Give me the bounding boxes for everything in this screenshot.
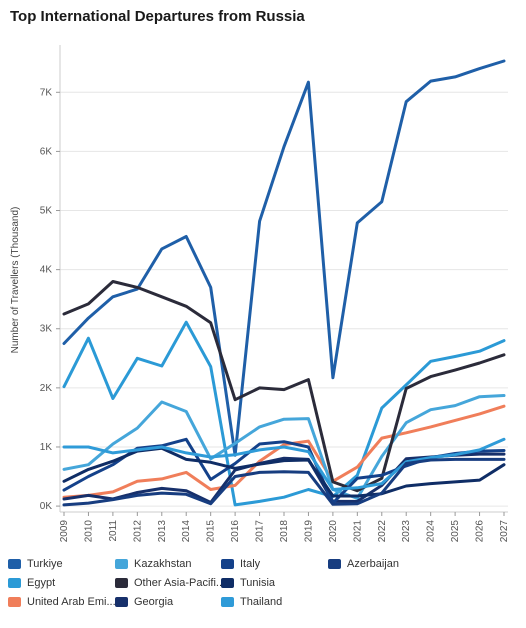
legend-label: Other Asia-Pacifi... — [134, 577, 226, 589]
legend-label: Tunisia — [240, 577, 276, 589]
legend-label: Kazakhstan — [134, 558, 192, 570]
y-tick-label: 0K — [40, 501, 53, 512]
legend-label: Azerbaijan — [347, 558, 399, 570]
x-tick-label: 2019 — [303, 520, 314, 543]
x-tick-label: 2027 — [499, 520, 510, 543]
x-tick-label: 2025 — [450, 520, 461, 543]
x-tick-label: 2016 — [230, 520, 241, 543]
legend-item[interactable]: Georgia — [115, 596, 173, 608]
x-tick-label: 2023 — [401, 520, 412, 543]
legend-label: Georgia — [134, 596, 174, 608]
legend-label: Egypt — [27, 577, 56, 589]
legend-item[interactable]: Turkiye — [8, 558, 63, 570]
y-tick-label: 4K — [40, 265, 53, 276]
series-line-azerbaijan[interactable] — [62, 457, 506, 507]
series-line-thailand[interactable] — [62, 437, 506, 491]
series-line-kazakhstan[interactable] — [62, 394, 506, 500]
x-tick-label: 2020 — [328, 520, 339, 543]
legend-swatch — [115, 597, 128, 607]
series-line-united-arab-emi[interactable] — [62, 404, 506, 499]
legend-swatch — [115, 578, 128, 588]
legend-label: Thailand — [240, 596, 283, 608]
y-tick-label: 5K — [40, 206, 53, 217]
legend-swatch — [115, 559, 128, 569]
y-tick-label: 2K — [40, 383, 53, 394]
x-tick-label: 2011 — [108, 520, 119, 542]
series-line-egypt[interactable] — [62, 320, 506, 507]
series-line-other-asia-pacifi[interactable] — [62, 280, 506, 493]
line-chart: 0K 1K 2K 3K 4K 5K 6K 7K 2009 2010 2011 2012 2013 201… — [10, 45, 510, 542]
legend-swatch — [221, 597, 234, 607]
x-tick-label: 2010 — [83, 520, 94, 543]
legend-item[interactable]: Azerbaijan — [328, 558, 399, 570]
series-line-turkiye[interactable] — [62, 59, 506, 457]
legend-item[interactable]: Italy — [221, 558, 260, 570]
x-tick-label: 2017 — [255, 520, 266, 543]
legend-label: Turkiye — [27, 558, 63, 570]
legend-label: United Arab Emi... — [27, 596, 116, 608]
y-tick-label: 3K — [40, 324, 53, 335]
legend-swatch — [8, 578, 21, 588]
legend-item[interactable]: Other Asia-Pacifi... — [115, 577, 225, 589]
x-tick-label: 2014 — [181, 520, 192, 543]
x-tick-label: 2018 — [279, 520, 290, 543]
legend-swatch — [221, 559, 234, 569]
y-tick-label: 6K — [40, 146, 53, 157]
x-tick-label: 2021 — [352, 520, 363, 543]
x-tick-label: 2026 — [475, 520, 486, 543]
x-axis-ticks: 2009 2010 2011 2012 2013 2014 2015 2016 2017 2018… — [59, 512, 510, 542]
x-tick-label: 2013 — [157, 520, 168, 543]
chart-title: Top International Departures from Russia — [10, 8, 305, 25]
y-tick-label: 7K — [40, 87, 53, 98]
x-tick-label: 2015 — [206, 520, 217, 543]
x-tick-label: 2009 — [59, 520, 70, 543]
legend-swatch — [221, 578, 234, 588]
x-tick-label: 2024 — [426, 520, 437, 543]
x-tick-label: 2012 — [132, 520, 143, 543]
legend-item[interactable]: United Arab Emi... — [8, 596, 116, 608]
legend-item[interactable]: Egypt — [8, 577, 55, 589]
legend-swatch — [328, 559, 341, 569]
legend-swatch — [8, 597, 21, 607]
legend-item[interactable]: Tunisia — [221, 577, 275, 589]
y-axis-label: Number of Travellers (Thousand) — [10, 207, 21, 354]
x-tick-label: 2022 — [377, 520, 388, 543]
legend-item[interactable]: Thailand — [221, 596, 282, 608]
y-axis-ticks: 0K 1K 2K 3K 4K 5K 6K 7K — [40, 87, 60, 512]
legend-label: Italy — [240, 558, 261, 570]
legend-swatch — [8, 559, 21, 569]
series-lines — [62, 59, 506, 507]
y-tick-label: 1K — [40, 442, 53, 453]
legend-item[interactable]: Kazakhstan — [115, 558, 191, 570]
